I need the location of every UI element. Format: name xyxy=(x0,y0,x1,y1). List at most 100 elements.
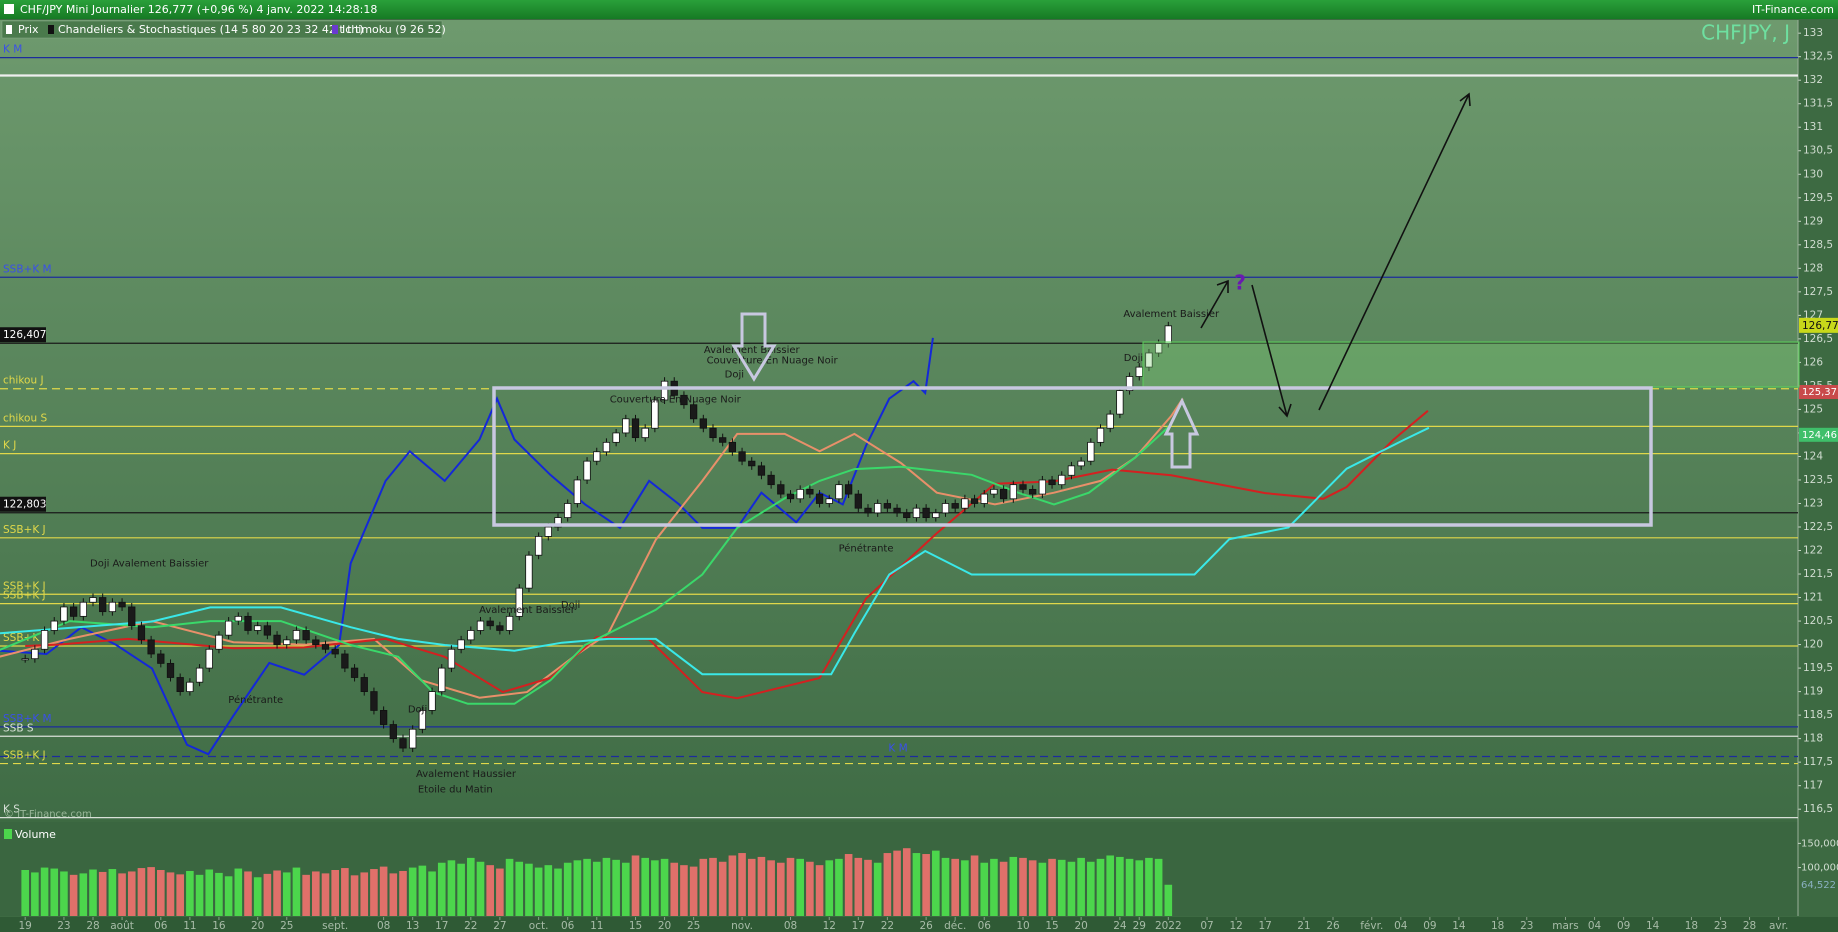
x-tick-label: 14 xyxy=(1646,920,1660,932)
volume-bar xyxy=(137,868,146,916)
header-bar xyxy=(0,0,1838,19)
candle xyxy=(476,620,485,631)
volume-bar xyxy=(525,863,533,916)
legend-item[interactable]: Ichimoku (9 26 52) xyxy=(342,23,446,36)
x-tick-label: mars xyxy=(1552,920,1578,932)
volume-bar xyxy=(1116,856,1124,916)
candle xyxy=(21,658,29,661)
y-tick-label: 123,5 xyxy=(1803,474,1833,486)
volume-bar xyxy=(273,870,281,916)
indicator-line xyxy=(0,398,1184,699)
volume-bar xyxy=(467,857,475,916)
header-brand: IT-Finance.com xyxy=(1752,3,1834,16)
level-label: 122,803 xyxy=(3,499,46,511)
candle xyxy=(864,507,872,514)
volume-bar xyxy=(1164,884,1173,916)
candle xyxy=(544,526,552,537)
volume-bar xyxy=(651,860,659,916)
level-label: K J xyxy=(3,440,16,452)
volume-bar xyxy=(680,865,688,916)
y-tick-label: 121 xyxy=(1803,592,1823,604)
price-label-box xyxy=(1799,427,1838,442)
candle xyxy=(728,441,737,453)
candle xyxy=(176,677,184,693)
volume-bar xyxy=(738,853,746,916)
candle xyxy=(1019,484,1027,490)
volume-bar xyxy=(263,873,272,916)
volume-bar xyxy=(767,860,775,916)
x-tick-label: 08 xyxy=(377,920,390,932)
candle xyxy=(418,710,427,730)
volume-bar xyxy=(302,874,310,916)
level-label-box xyxy=(0,496,46,512)
volume-bar xyxy=(592,861,601,916)
candle xyxy=(224,620,233,636)
candle xyxy=(1106,413,1114,429)
candle xyxy=(767,474,775,486)
candle xyxy=(970,498,979,504)
y-tick-label: 120,5 xyxy=(1803,615,1833,627)
legend-swatch xyxy=(48,25,54,34)
level-label: 126,407 xyxy=(3,329,46,341)
x-tick-label: août xyxy=(110,920,134,932)
candle xyxy=(1125,376,1134,392)
x-tick-label: 26 xyxy=(1326,920,1340,932)
y-tick-label: 123 xyxy=(1803,497,1823,509)
candle xyxy=(835,484,843,500)
volume-bar xyxy=(341,868,349,916)
y-tick-label: 119 xyxy=(1803,686,1823,698)
x-tick-label: 20 xyxy=(251,920,264,932)
volume-bar xyxy=(321,873,330,916)
date-axis xyxy=(0,917,1838,932)
x-tick-label: 22 xyxy=(881,920,894,932)
x-tick-label: 21 xyxy=(1297,920,1310,932)
volume-bar xyxy=(1067,861,1076,916)
candle xyxy=(680,394,688,406)
volume-bar xyxy=(854,857,863,916)
candle xyxy=(1009,484,1017,500)
y-tick-label: 117 xyxy=(1803,780,1823,792)
y-tick-label: 118,5 xyxy=(1803,709,1833,721)
pattern-annotation: Doji xyxy=(561,600,580,611)
y-tick-label: 126,5 xyxy=(1803,333,1833,345)
candle xyxy=(796,488,804,500)
y-tick-label: 125 xyxy=(1803,403,1823,415)
candle xyxy=(748,460,756,467)
candle xyxy=(893,507,901,514)
volume-bar xyxy=(457,863,465,916)
candle xyxy=(554,517,562,528)
candle xyxy=(573,479,582,504)
x-tick-label: 08 xyxy=(784,920,797,932)
x-tick-label: 17 xyxy=(435,920,448,932)
volume-bar xyxy=(118,873,126,916)
volume-bar xyxy=(370,869,378,916)
candle xyxy=(312,639,320,645)
candle xyxy=(331,648,339,655)
candle xyxy=(815,493,824,504)
pattern-annotation: Doji xyxy=(408,704,427,715)
volume-bar xyxy=(631,855,640,916)
volume-bar xyxy=(1135,860,1144,916)
volume-bar xyxy=(224,876,233,916)
volume-bar xyxy=(932,850,940,916)
price-label: 124,46 xyxy=(1802,430,1837,441)
candle xyxy=(1116,390,1124,415)
indicator-line xyxy=(0,426,1430,676)
legend-item[interactable]: Chandeliers & Stochastiques (14 5 80 20 … xyxy=(58,23,364,36)
volume-bar xyxy=(990,858,998,916)
x-tick-label: 11 xyxy=(590,920,603,932)
legend-item[interactable]: Prix xyxy=(18,23,39,36)
volume-bar xyxy=(1009,856,1018,916)
candle xyxy=(350,667,359,678)
x-tick-label: 10 xyxy=(1016,920,1029,932)
volume-bar xyxy=(205,869,214,916)
volume-bar xyxy=(941,857,950,916)
volume-bar xyxy=(718,861,727,916)
candle xyxy=(602,441,611,453)
volume-bar xyxy=(554,868,562,916)
volume-bar xyxy=(486,865,494,916)
candle xyxy=(757,465,766,476)
volume-bar xyxy=(1154,858,1163,916)
volume-bar xyxy=(389,873,398,916)
candle xyxy=(806,488,814,495)
